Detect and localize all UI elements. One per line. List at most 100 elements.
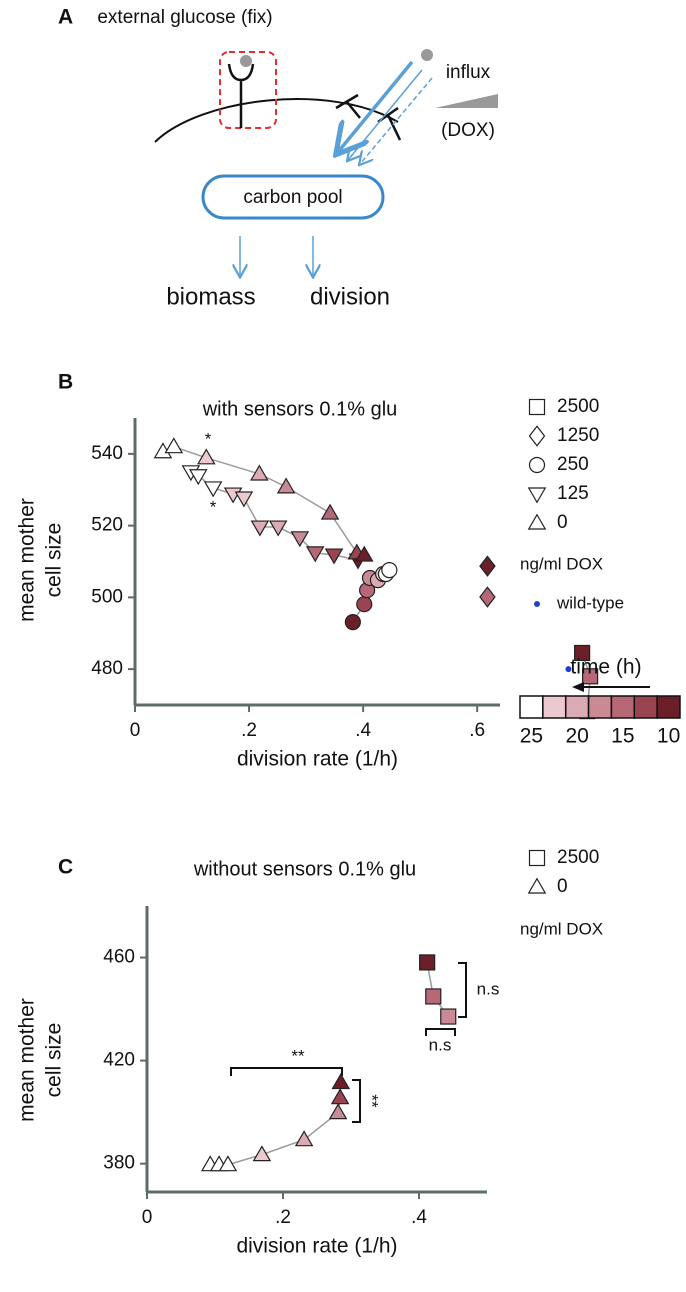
- x-tick-label: .4: [355, 720, 371, 741]
- colorbar-tick-label: 10: [657, 725, 680, 748]
- point: [276, 477, 296, 494]
- receptor: [227, 63, 255, 128]
- output-label: biomass: [166, 283, 255, 310]
- series-line: [210, 1082, 342, 1166]
- chart-title: with sensors 0.1% glu: [202, 398, 398, 420]
- point: [252, 1145, 272, 1162]
- glucose: [240, 55, 252, 67]
- legend-label: 2500: [557, 396, 599, 417]
- y-axis-label: cell size: [43, 523, 66, 598]
- legend-label: 2500: [557, 847, 599, 868]
- y-tick-label: 420: [103, 1050, 135, 1071]
- legend-marker: [528, 849, 546, 867]
- colorbar-swatch: [519, 695, 544, 719]
- y-axis-label: cell size: [43, 1023, 66, 1098]
- point: [344, 614, 361, 631]
- colorbar-tick-label: 20: [565, 725, 588, 748]
- annotation: **: [291, 1046, 305, 1065]
- colorbar-swatch: [633, 695, 658, 719]
- x-tick-label: .6: [469, 720, 485, 741]
- x-tick-label: .2: [241, 720, 257, 741]
- point: [234, 491, 254, 508]
- legend-title: ng/ml DOX: [520, 554, 603, 573]
- bracket: [458, 962, 467, 1018]
- legend-label: 250: [557, 454, 589, 475]
- sensor-box: [219, 51, 277, 129]
- chart-title: without sensors 0.1% glu: [193, 858, 416, 880]
- carbon-pool: [201, 174, 385, 220]
- point: [320, 503, 340, 520]
- point: [203, 481, 223, 498]
- point: [479, 586, 496, 608]
- point: [574, 644, 591, 662]
- y-tick-label: 460: [103, 947, 135, 968]
- glucose: [421, 49, 433, 61]
- annotation: *: [210, 497, 217, 516]
- panel-label: C: [58, 856, 73, 879]
- x-axis-label: division rate (1/h): [236, 1235, 397, 1258]
- time-arrowhead: [572, 682, 584, 692]
- point: [565, 666, 572, 673]
- point: [479, 555, 496, 577]
- point: [356, 596, 373, 613]
- legend-label: 0: [557, 512, 568, 533]
- colorbar-swatch: [610, 695, 636, 719]
- colorbar-swatch: [587, 695, 613, 719]
- annotation: *: [205, 429, 212, 448]
- point: [290, 531, 310, 548]
- point: [305, 546, 325, 563]
- colorbar-label: time (h): [570, 656, 641, 679]
- legend-marker: [528, 456, 546, 474]
- colorbar-swatch: [564, 695, 590, 719]
- annotation: n.s: [477, 979, 500, 998]
- legend-marker: [534, 601, 540, 607]
- output-label: division: [310, 283, 390, 310]
- point: [268, 520, 288, 537]
- panel-a: A external glucose (fix) influx (DOX) ca…: [58, 6, 498, 310]
- legend-marker: [527, 513, 547, 530]
- point: [218, 1155, 238, 1172]
- pool-label: carbon pool: [243, 187, 342, 208]
- inhibition: [335, 93, 361, 119]
- point: [189, 469, 208, 486]
- y-tick-label: 480: [91, 658, 123, 679]
- legend-marker: [528, 425, 546, 447]
- y-tick-label: 540: [91, 443, 123, 464]
- point: [582, 668, 599, 685]
- legend-marker: [527, 877, 547, 894]
- annotation: **: [363, 1094, 382, 1108]
- y-axis-label: mean mother: [16, 998, 39, 1122]
- point: [294, 1130, 314, 1147]
- bracket: [352, 1079, 361, 1123]
- x-axis-label: division rate (1/h): [237, 748, 398, 771]
- point: [324, 548, 344, 565]
- legend-label: wild-type: [556, 593, 624, 612]
- point: [419, 954, 436, 971]
- x-tick-label: .4: [411, 1207, 427, 1228]
- series-line: [162, 445, 365, 556]
- legend-label: 125: [557, 483, 589, 504]
- bracket: [230, 1067, 343, 1076]
- legend-label: 0: [557, 876, 568, 897]
- y-tick-label: 500: [91, 586, 123, 607]
- significance-brackets: [230, 962, 467, 1123]
- point: [354, 545, 374, 562]
- influx-label: influx: [446, 62, 491, 83]
- panel-label: B: [58, 371, 73, 394]
- panel-label: A: [58, 6, 73, 29]
- annotation: n.s: [429, 1035, 452, 1054]
- point: [331, 1073, 351, 1090]
- point: [330, 1088, 350, 1105]
- point: [425, 988, 442, 1005]
- bracket: [425, 1028, 456, 1036]
- dox-label: (DOX): [441, 120, 495, 141]
- influx-arrow: [348, 69, 423, 160]
- point: [250, 464, 269, 481]
- legend-marker: [527, 487, 547, 504]
- colorbar-tick-label: 25: [520, 725, 543, 748]
- point: [328, 1103, 348, 1120]
- legend-label: 1250: [557, 425, 599, 446]
- x-tick-label: 0: [130, 720, 141, 741]
- point: [440, 1008, 457, 1025]
